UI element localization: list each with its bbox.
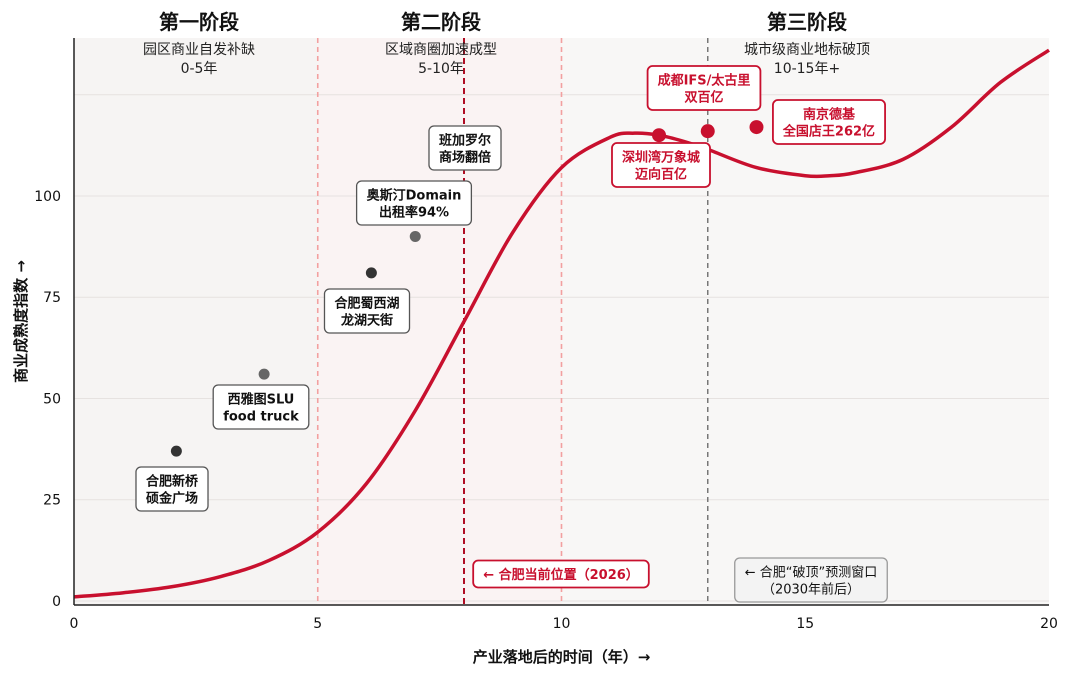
label-chengdu-ifs-text: 成都IFS/太古里 <box>658 73 751 89</box>
y-tick-label: 75 <box>43 290 61 306</box>
data-point-1 <box>170 445 182 457</box>
data-point-7 <box>749 120 764 135</box>
label-breakout-window-text: （2030年前后） <box>762 582 860 598</box>
y-tick-label: 0 <box>52 594 61 610</box>
label-nanjing-deji-text: 全国店王262亿 <box>782 124 875 140</box>
label-breakout-window-text: ← 合肥“破顶”预测窗口 <box>745 565 878 581</box>
label-seattle-slu: 西雅图SLU food truck <box>212 384 310 430</box>
axes: 0 5 10 15 20 0 25 50 75 100 产业落地后的时间（年）→ 商业成熟度指数 → <box>12 38 1058 666</box>
data-point-3 <box>365 267 377 279</box>
label-austin-domain-text: 出租率94% <box>379 205 449 221</box>
y-tick-label: 25 <box>43 493 61 509</box>
phase-range-2: 5-10年 <box>418 61 464 77</box>
label-shenzhen-mixc-text: 迈向百亿 <box>635 167 687 183</box>
label-bangalore-text: 班加罗尔 <box>439 133 491 149</box>
x-tick-label: 0 <box>70 616 79 632</box>
y-tick-label: 50 <box>43 391 61 407</box>
label-breakout-window: ← 合肥“破顶”预测窗口（2030年前后） <box>734 557 888 603</box>
label-shenzhen-mixc-text: 深圳湾万象城 <box>622 150 700 166</box>
phase-subtitle-3: 城市级商业地标破顶 <box>744 41 870 58</box>
label-nanjing-deji-text: 南京德基 <box>803 107 856 123</box>
label-bangalore-text: 商场翻倍 <box>439 150 491 166</box>
label-hefei-xinqiao-text: 合肥新桥 <box>146 474 199 490</box>
x-axis-label: 产业落地后的时间（年）→ <box>473 648 651 666</box>
y-tick-label: 100 <box>34 189 61 205</box>
phase-subtitle-1: 园区商业自发补缺 <box>143 42 255 58</box>
phase-title-3: 第三阶段 <box>767 10 847 34</box>
phase-range-1: 0-5年 <box>181 61 218 77</box>
label-hefei-xinqiao-text: 硕金广场 <box>146 491 198 507</box>
phase-title-2: 第二阶段 <box>401 10 481 34</box>
label-austin-domain-text: 奥斯汀Domain <box>367 188 462 204</box>
data-point-2 <box>258 368 270 380</box>
x-tick-label: 5 <box>313 616 322 632</box>
data-point-6 <box>700 124 715 139</box>
phase-range-3: 10-15年+ <box>774 61 840 77</box>
label-chengdu-ifs-text: 双百亿 <box>684 90 723 106</box>
label-hefei-current: ← 合肥当前位置（2026） <box>472 559 650 589</box>
phase-band-1 <box>74 38 318 605</box>
label-hefei-shuxihu-text: 合肥蜀西湖 <box>334 296 399 312</box>
phase-subtitle-2: 区域商圈加速成型 <box>385 42 497 58</box>
phase-title-1: 第一阶段 <box>159 10 239 34</box>
x-tick-label: 20 <box>1040 616 1058 632</box>
label-hefei-current-text: ← 合肥当前位置（2026） <box>483 567 639 583</box>
data-point-4 <box>409 230 421 242</box>
label-hefei-shuxihu-text: 龙湖天街 <box>341 313 393 329</box>
label-seattle-slu-text: 西雅图SLU <box>228 392 295 408</box>
x-tick-label: 10 <box>553 616 571 632</box>
x-tick-label: 15 <box>796 616 814 632</box>
y-axis-label: 商业成熟度指数 → <box>12 260 30 383</box>
data-point-5 <box>652 128 666 143</box>
label-seattle-slu-text: food truck <box>223 410 299 425</box>
data-points <box>170 120 764 457</box>
maturity-curve <box>73 48 1050 599</box>
